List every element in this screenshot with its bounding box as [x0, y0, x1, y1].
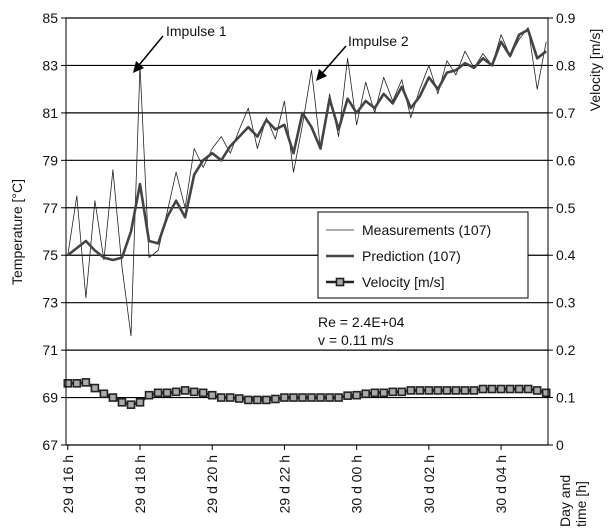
x-axis-label: time [h] [573, 481, 589, 527]
y-tick-label: 81 [42, 105, 58, 121]
marker [63, 379, 73, 388]
x-tick-label: 30 d 04 h [493, 455, 509, 513]
marker [253, 395, 262, 405]
annotation: Impulse 2 [348, 33, 409, 49]
marker [72, 379, 82, 388]
marker [388, 387, 398, 397]
marker [307, 393, 316, 402]
y-tick-label: 85 [42, 10, 58, 26]
annotation: Impulse 1 [166, 23, 227, 39]
marker [406, 386, 416, 395]
marker [325, 393, 334, 402]
marker [541, 388, 551, 398]
marker [99, 389, 109, 399]
annotation: v = 0.11 m/s [318, 332, 394, 348]
marker [225, 393, 235, 402]
marker [415, 386, 425, 395]
x-tick-label: 29 d 20 h [204, 455, 220, 513]
marker [189, 387, 199, 397]
marker [460, 386, 470, 395]
legend-label: Prediction (107) [362, 248, 461, 264]
y2-tick-label: 0.5 [556, 200, 576, 216]
marker [271, 394, 280, 404]
marker [289, 393, 298, 402]
marker [451, 386, 461, 395]
marker [126, 400, 136, 409]
arrow-head [316, 69, 327, 81]
marker [370, 388, 379, 398]
y2-tick-label: 0.7 [556, 105, 576, 121]
marker [81, 378, 91, 387]
x-tick-label: 29 d 18 h [132, 455, 148, 513]
x-axis-label: Day and [557, 475, 573, 527]
marker [433, 386, 443, 395]
marker [216, 393, 226, 402]
y-tick-label: 73 [42, 295, 58, 311]
marker [117, 397, 127, 407]
marker [108, 393, 118, 402]
marker [397, 387, 407, 397]
marker [469, 386, 479, 395]
marker [352, 390, 361, 400]
y-tick-label: 83 [42, 57, 58, 73]
legend-label: Velocity [m/s] [362, 274, 444, 290]
y-tick-label: 69 [42, 390, 58, 406]
marker [478, 384, 488, 394]
marker [334, 393, 343, 402]
x-tick-label: 30 d 00 h [349, 455, 365, 513]
marker [198, 388, 208, 398]
y2-tick-label: 0 [556, 437, 564, 453]
marker [135, 397, 145, 407]
legend-label: Measurements (107) [362, 222, 491, 238]
y-axis-label: Temperature [°C] [9, 179, 25, 285]
marker [514, 384, 524, 394]
marker [207, 390, 217, 400]
marker [171, 387, 181, 397]
marker [90, 383, 100, 393]
y2-axis-label: Velocity [m/s] [587, 29, 603, 111]
marker [235, 394, 244, 403]
y-tick-label: 79 [42, 152, 58, 168]
y-tick-label: 75 [42, 247, 58, 263]
marker [244, 395, 253, 405]
marker [424, 386, 434, 395]
marker [180, 386, 190, 395]
y2-tick-label: 0.9 [556, 10, 576, 26]
y2-tick-label: 0.8 [556, 57, 576, 73]
annotation: Re = 2.4E+04 [318, 314, 405, 330]
arrow-head [133, 61, 144, 73]
marker [262, 395, 271, 405]
marker [487, 384, 497, 394]
marker [361, 389, 370, 399]
y-tick-label: 71 [42, 342, 58, 358]
y-tick-label: 67 [42, 437, 58, 453]
y2-tick-label: 0.1 [556, 390, 576, 406]
marker [162, 388, 172, 398]
marker [298, 393, 307, 402]
marker [496, 384, 506, 394]
y2-tick-label: 0.4 [556, 247, 576, 263]
y2-tick-label: 0.3 [556, 295, 576, 311]
marker [280, 393, 289, 402]
x-tick-label: 29 d 16 h [60, 455, 76, 513]
marker [532, 386, 542, 395]
marker [343, 391, 352, 400]
y2-tick-label: 0.6 [556, 152, 576, 168]
y-tick-label: 77 [42, 200, 58, 216]
marker [316, 393, 325, 402]
marker [144, 390, 154, 400]
x-tick-label: 30 d 02 h [421, 455, 437, 513]
x-tick-label: 29 d 22 h [276, 455, 292, 513]
marker [523, 384, 533, 394]
marker [379, 388, 389, 398]
y2-tick-label: 0.2 [556, 342, 576, 358]
marker [505, 384, 515, 394]
marker [153, 388, 163, 398]
marker [442, 386, 452, 395]
series-line [66, 28, 548, 262]
legend-marker [335, 277, 345, 287]
